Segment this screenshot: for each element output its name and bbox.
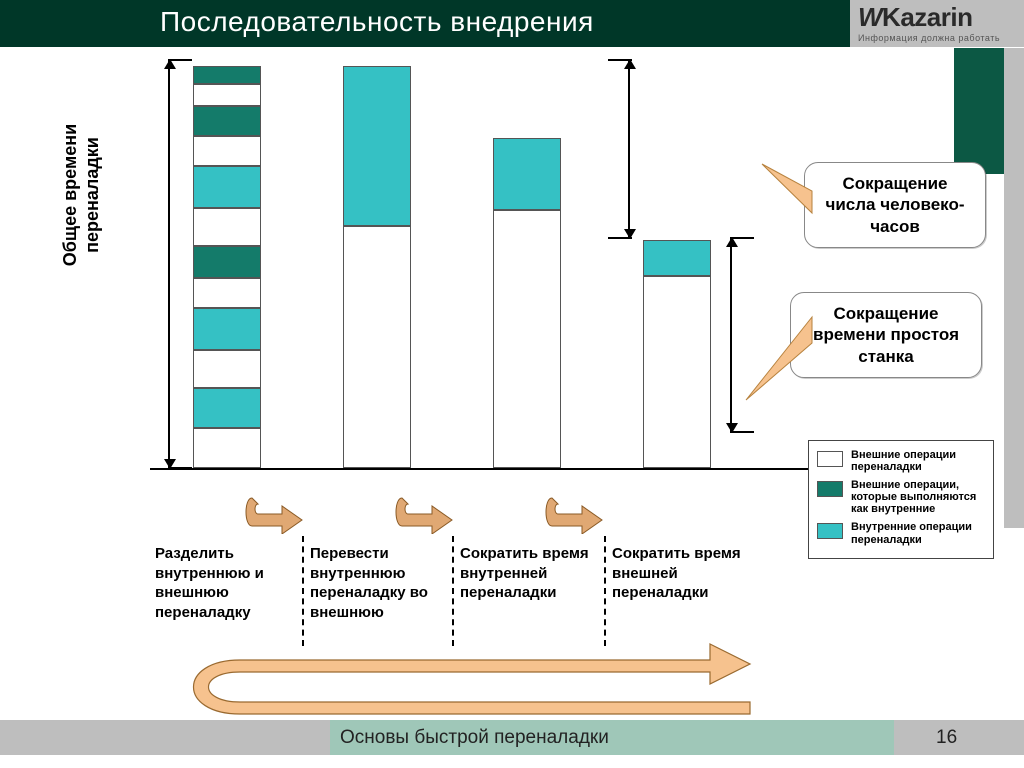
bar-segment [193, 166, 261, 208]
y-axis-label: Общее времени переналадки [60, 80, 103, 310]
bar-segment [343, 66, 411, 226]
footer-gray [0, 720, 330, 755]
legend-item: Внешние операции переналадки [817, 449, 985, 473]
bar-1 [193, 66, 261, 468]
stacked-bar-chart [150, 60, 810, 470]
step-divider [302, 536, 304, 646]
brand-logo: WKazarin Информация должна работать [858, 2, 1000, 43]
bar-segment [493, 210, 561, 468]
legend-label: Внешние операции, которые выполняются ка… [851, 479, 985, 515]
footer-page: 16 [894, 720, 1024, 755]
bar-segment [193, 350, 261, 388]
side-accent-dark [954, 48, 1004, 174]
callout-1: Сокращение числа человеко-часов [804, 162, 986, 248]
bar-segment [193, 84, 261, 106]
step-label-2: Перевести внутреннюю переналадку во внеш… [310, 544, 450, 622]
chart-baseline [150, 468, 810, 470]
step-arrow-icon [388, 480, 458, 534]
slide-header: Последовательность внедрения WKazarin Ин… [0, 0, 1024, 47]
step-arrow-icon [238, 480, 308, 534]
bar-segment [493, 138, 561, 210]
dimension-arrow [168, 60, 170, 468]
legend-label: Внутренние операции переналадки [851, 521, 985, 545]
legend-swatch [817, 523, 843, 539]
logo-subtitle: Информация должна работать [858, 33, 1000, 43]
bar-segment [193, 66, 261, 84]
bar-segment [343, 226, 411, 468]
step-label-1: Разделить внутреннюю и внешнюю переналад… [155, 544, 295, 622]
side-accent-gray [1004, 48, 1024, 528]
bar-segment [193, 208, 261, 246]
bar-segment [193, 106, 261, 136]
chart-legend: Внешние операции переналадки Внешние опер… [808, 440, 994, 559]
step-arrow-icon [538, 480, 608, 534]
bar-segment [193, 308, 261, 350]
legend-item: Внутренние операции переналадки [817, 521, 985, 545]
bar-segment [193, 388, 261, 428]
step-label-3: Сократить время внутренней переналадки [460, 544, 600, 603]
bar-segment [193, 136, 261, 166]
legend-label: Внешние операции переналадки [851, 449, 985, 473]
slide-title: Последовательность внедрения [160, 6, 594, 38]
bar-segment [193, 428, 261, 468]
footer-caption: Основы быстрой переналадки [330, 720, 894, 755]
legend-swatch [817, 451, 843, 467]
bar-segment [643, 276, 711, 468]
dimension-arrow [628, 60, 630, 238]
logo-text: Kazarin [882, 2, 972, 32]
feedback-loop-arrow [150, 636, 790, 726]
bar-3 [493, 138, 561, 468]
step-divider [452, 536, 454, 646]
callout-2: Сокращение времени простоя станка [790, 292, 982, 378]
legend-item: Внешние операции, которые выполняются ка… [817, 479, 985, 515]
bar-segment [643, 240, 711, 276]
bar-4 [643, 240, 711, 468]
bar-2 [343, 66, 411, 468]
dimension-arrow [730, 238, 732, 432]
step-label-4: Сократить время внешней переналадки [612, 544, 752, 603]
bar-segment [193, 246, 261, 278]
bar-segment [193, 278, 261, 308]
step-divider [604, 536, 606, 646]
legend-swatch [817, 481, 843, 497]
